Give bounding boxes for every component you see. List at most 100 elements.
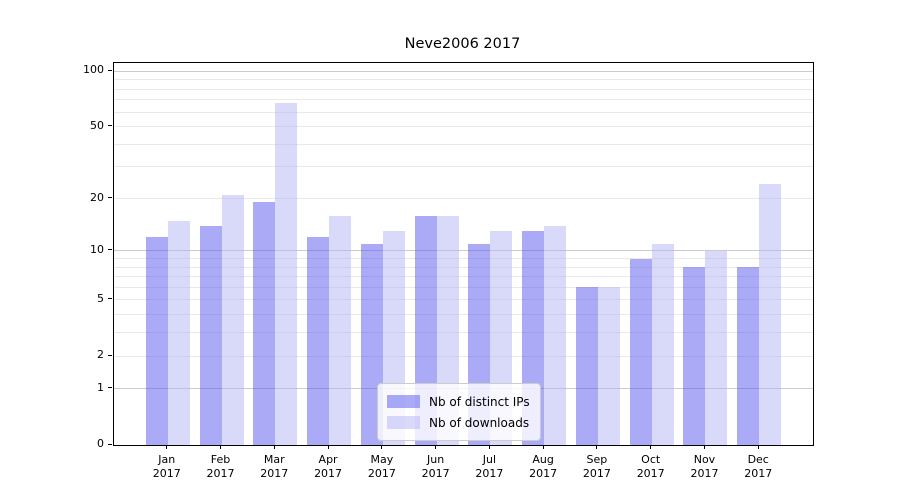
bar-downloads <box>597 287 620 445</box>
x-tick-month: Feb <box>210 453 231 466</box>
x-tick-year: 2017 <box>529 467 558 480</box>
x-tick-month: Mar <box>263 453 285 466</box>
x-tick-month: Dec <box>747 453 769 466</box>
x-tick-month: Sep <box>586 453 608 466</box>
gridline-minor <box>114 166 813 168</box>
y-tick-mark <box>108 125 112 127</box>
gridline-minor <box>114 314 813 316</box>
gridline-minor <box>114 299 813 301</box>
x-tick-label: Jul 2017 <box>462 453 516 481</box>
x-tick-label: Oct 2017 <box>624 453 678 481</box>
x-tick-label: Nov 2017 <box>677 453 731 481</box>
gridline-minor <box>114 286 813 288</box>
x-tick-label: May 2017 <box>355 453 409 481</box>
bar-downloads <box>544 225 567 445</box>
y-tick-label: 0 <box>97 437 104 450</box>
legend-item: Nb of downloads <box>387 412 530 433</box>
y-tick-mark <box>108 69 112 71</box>
bar-downloads <box>329 215 352 445</box>
y-tick-label: 2 <box>97 348 104 362</box>
gridline-minor <box>114 332 813 334</box>
y-tick-mark <box>108 354 112 356</box>
x-tick-mark <box>596 445 598 449</box>
legend-label: Nb of distinct IPs <box>429 394 530 409</box>
bar-distinct-ips <box>199 225 222 445</box>
bar-downloads <box>275 103 298 445</box>
gridline-major <box>114 250 813 252</box>
x-tick-year: 2017 <box>367 467 396 480</box>
x-tick-month: Jan <box>158 453 176 466</box>
y-tick-mark <box>108 387 112 389</box>
x-tick-mark <box>757 445 759 449</box>
gridline-minor <box>114 143 813 145</box>
gridline-minor <box>114 355 813 357</box>
x-tick-year: 2017 <box>690 467 719 480</box>
x-tick-label: Sep 2017 <box>570 453 624 481</box>
y-tick-label: 10 <box>90 242 104 256</box>
x-tick-month: Jul <box>482 453 497 466</box>
y-tick-label: 50 <box>90 118 104 132</box>
y-tick-label: 100 <box>83 63 104 77</box>
chart-title: Neve2006 2017 <box>404 36 521 52</box>
x-tick-year: 2017 <box>744 467 773 480</box>
gridline-major <box>114 70 813 72</box>
bar-downloads <box>167 220 190 445</box>
y-tick-mark <box>108 197 112 199</box>
y-tick-mark <box>108 249 112 251</box>
gridline-minor <box>114 258 813 260</box>
legend-swatch <box>387 416 420 429</box>
gridline-minor <box>114 111 813 113</box>
plot-area: Nb of distinct IPs Nb of downloads <box>113 62 814 446</box>
gridline-minor <box>114 126 813 128</box>
x-tick-month: May <box>370 453 394 466</box>
x-tick-label: Aug 2017 <box>516 453 570 481</box>
legend-swatch <box>387 395 420 408</box>
x-tick-label: Feb 2017 <box>194 453 248 481</box>
bar-downloads <box>221 194 244 445</box>
bar-downloads <box>759 184 782 445</box>
x-tick-year: 2017 <box>582 467 611 480</box>
legend-label: Nb of downloads <box>429 415 530 430</box>
bar-distinct-ips <box>575 287 598 445</box>
x-tick-mark <box>542 445 544 449</box>
x-tick-month: Jun <box>427 453 445 466</box>
x-tick-year: 2017 <box>206 467 235 480</box>
x-tick-mark <box>381 445 383 449</box>
x-tick-mark <box>703 445 705 449</box>
y-tick-label: 20 <box>90 190 104 204</box>
x-tick-label: Mar 2017 <box>247 453 301 481</box>
x-tick-mark <box>435 445 437 449</box>
x-tick-mark <box>273 445 275 449</box>
bar-downloads <box>705 250 728 445</box>
x-tick-year: 2017 <box>314 467 343 480</box>
x-tick-year: 2017 <box>260 467 289 480</box>
bar-distinct-ips <box>629 258 652 445</box>
x-tick-mark <box>166 445 168 449</box>
gridline-minor <box>114 88 813 90</box>
bar-distinct-ips <box>145 237 168 445</box>
gridline-minor <box>114 276 813 278</box>
y-tick-label: 5 <box>97 291 104 305</box>
y-tick-label: 1 <box>97 380 104 394</box>
gridline-minor <box>114 198 813 200</box>
gridline-minor <box>114 79 813 81</box>
bar-distinct-ips <box>683 267 706 445</box>
x-tick-mark <box>488 445 490 449</box>
x-tick-month: Nov <box>693 453 716 466</box>
y-tick-mark <box>108 443 112 445</box>
x-tick-month: Aug <box>532 453 554 466</box>
legend: Nb of distinct IPs Nb of downloads <box>377 383 541 441</box>
x-tick-year: 2017 <box>636 467 665 480</box>
x-tick-mark <box>327 445 329 449</box>
x-tick-label: Dec 2017 <box>731 453 785 481</box>
x-tick-year: 2017 <box>475 467 504 480</box>
x-tick-month: Oct <box>641 453 661 466</box>
y-tick-mark <box>108 298 112 300</box>
x-tick-label: Apr 2017 <box>301 453 355 481</box>
x-tick-year: 2017 <box>152 467 181 480</box>
bar-distinct-ips <box>307 237 330 445</box>
gridline-minor <box>114 99 813 101</box>
bar-distinct-ips <box>737 267 760 445</box>
x-tick-month: Apr <box>318 453 338 466</box>
